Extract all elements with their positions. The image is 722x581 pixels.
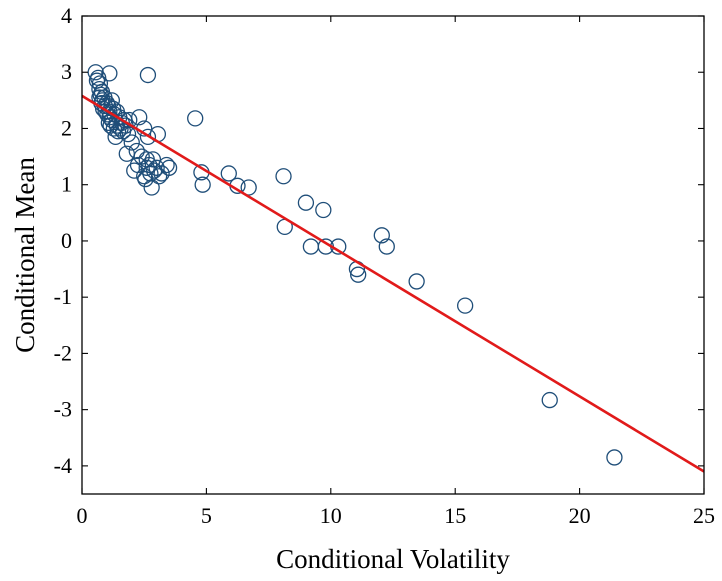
x-tick-label: 0: [77, 503, 88, 528]
data-point: [139, 128, 157, 146]
data-point: [101, 65, 118, 82]
data-point: [457, 297, 474, 314]
y-tick-label: 0: [61, 228, 72, 253]
data-point: [148, 159, 165, 176]
y-tick-label: -1: [54, 284, 72, 309]
plot-area-frame: [81, 15, 705, 495]
data-point: [158, 156, 175, 174]
x-tick-label: 5: [201, 503, 212, 528]
data-point: [101, 103, 118, 120]
data-layer: [87, 64, 623, 466]
data-point: [105, 120, 122, 137]
data-point: [302, 238, 320, 255]
data-point: [119, 125, 137, 143]
data-point: [141, 156, 158, 174]
data-point: [139, 66, 157, 84]
x-tick-label: 10: [320, 503, 342, 528]
x-axis-label: Conditional Volatility: [276, 544, 510, 574]
y-tick-label: -4: [54, 453, 72, 478]
x-axis: 0 5 10 15 20 25: [77, 16, 715, 528]
data-point: [144, 151, 162, 168]
y-tick-label: -3: [54, 397, 72, 422]
data-point: [194, 176, 211, 193]
data-point: [220, 165, 237, 182]
y-tick-label: 4: [61, 3, 72, 28]
y-tick-label: 3: [61, 59, 72, 84]
data-point: [373, 227, 390, 244]
data-point: [275, 168, 292, 185]
data-point: [315, 201, 332, 219]
data-point: [91, 80, 108, 98]
y-tick-label: 2: [61, 115, 72, 140]
data-point: [123, 134, 140, 151]
data-point: [408, 273, 425, 290]
data-point: [128, 142, 145, 160]
data-point: [187, 110, 204, 127]
x-tick-label: 20: [569, 503, 591, 528]
fit-line: [81, 94, 705, 473]
data-point: [126, 162, 143, 179]
data-point: [606, 449, 623, 466]
data-point: [131, 109, 148, 126]
data-point: [150, 168, 168, 185]
data-point: [378, 238, 395, 255]
data-point: [297, 194, 315, 211]
data-point: [160, 159, 178, 176]
data-point: [138, 159, 155, 176]
x-tick-label: 25: [693, 503, 715, 528]
x-tick-label: 15: [444, 503, 466, 528]
fit-layer: [81, 94, 705, 473]
data-point: [350, 266, 367, 283]
y-axis: 4 3 2 1 0 -1 -2 -3 -4: [54, 3, 704, 478]
y-tick-label: -2: [54, 340, 72, 365]
data-point: [541, 391, 558, 409]
y-axis-label: Conditional Mean: [10, 157, 40, 353]
y-tick-label: 1: [61, 172, 72, 197]
data-point: [143, 179, 160, 196]
